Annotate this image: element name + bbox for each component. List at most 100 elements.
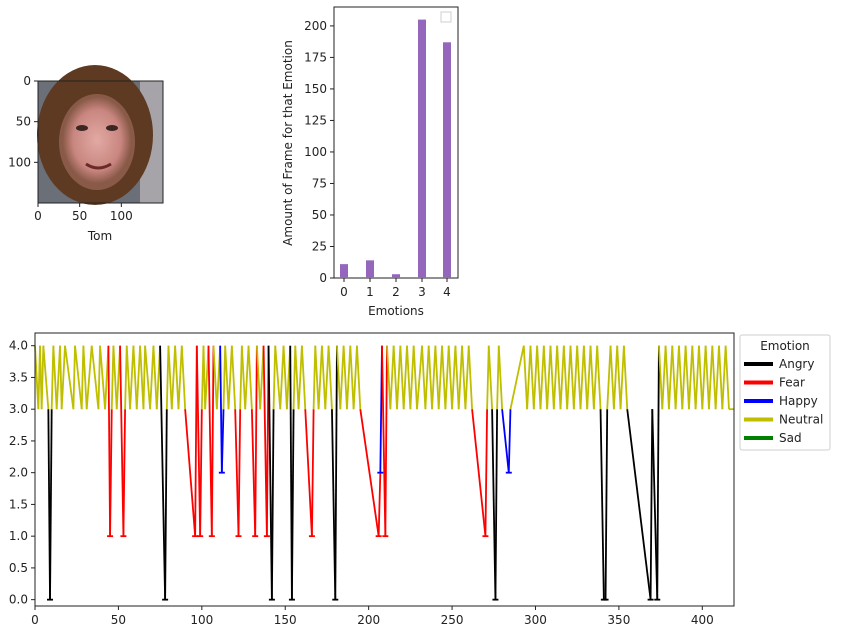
timeline-segment xyxy=(132,345,138,410)
timeline-segment xyxy=(174,345,180,410)
timeline-segment xyxy=(536,345,542,410)
timeline-segment xyxy=(656,345,660,600)
timeline-segment xyxy=(424,345,430,410)
timeline-segment xyxy=(464,345,470,410)
legend-label-angry: Angry xyxy=(779,357,814,371)
timeline-segment xyxy=(552,345,559,410)
timeline-segment xyxy=(49,409,53,600)
timeline-segment xyxy=(526,345,532,410)
timeline-segment xyxy=(497,345,504,410)
timeline-xtick-label: 250 xyxy=(441,613,464,627)
timeline-segment xyxy=(212,345,218,410)
timeline-segment xyxy=(589,345,595,410)
timeline-segment xyxy=(437,345,443,410)
timeline-segment xyxy=(142,345,147,410)
timeline-segment xyxy=(447,345,453,410)
timeline-segment xyxy=(336,345,342,410)
timeline-segment xyxy=(254,345,258,537)
timeline-segment xyxy=(149,345,155,410)
timeline-segment xyxy=(159,345,167,600)
timeline-segment xyxy=(549,345,555,410)
bar-ytick-label: 75 xyxy=(312,176,327,190)
timeline-segment xyxy=(701,345,707,410)
timeline-segment xyxy=(406,345,412,410)
face-image-panel: 0 50 100 0 50 100 Tom xyxy=(8,65,164,243)
timeline-segment xyxy=(274,345,282,410)
timeline-segment xyxy=(389,345,395,410)
bar-4 xyxy=(443,42,451,278)
timeline-segment xyxy=(451,345,457,410)
timeline-segment xyxy=(416,345,423,410)
timeline-segment xyxy=(704,345,710,410)
face-image-face xyxy=(59,94,135,190)
bar-3 xyxy=(418,19,426,279)
legend-label-sad: Sad xyxy=(779,431,802,445)
timeline-segment xyxy=(427,345,433,410)
bar-xtick-label: 3 xyxy=(418,285,426,299)
timeline-segment xyxy=(109,409,113,537)
timeline-segment xyxy=(167,345,173,410)
timeline-segment xyxy=(487,345,494,410)
bar-1 xyxy=(366,260,374,278)
timeline-segment xyxy=(619,345,625,410)
timeline-xtick-label: 400 xyxy=(691,613,714,627)
timeline-segment xyxy=(484,409,488,537)
timeline-segment xyxy=(177,345,183,410)
timeline-segment xyxy=(412,345,418,410)
timeline-segment xyxy=(626,409,652,600)
timeline-segment xyxy=(342,345,348,410)
timeline-segment xyxy=(294,345,300,410)
timeline-ytick-label: 2.5 xyxy=(9,434,28,448)
timeline-segment xyxy=(112,345,118,410)
timeline-segment xyxy=(244,345,250,410)
timeline-segment xyxy=(230,345,237,410)
bar-xtick-label: 1 xyxy=(366,285,374,299)
timeline-segment xyxy=(616,345,622,410)
timeline-segment xyxy=(684,345,690,410)
timeline-segment xyxy=(170,345,177,410)
timeline-segment xyxy=(237,409,242,537)
timeline-xtick-label: 150 xyxy=(274,613,297,627)
timeline-segment xyxy=(592,345,599,410)
timeline-segment xyxy=(434,345,440,410)
timeline-segment xyxy=(60,345,66,410)
timeline-segment xyxy=(144,345,152,410)
timeline-segment xyxy=(559,345,565,410)
timeline-segment xyxy=(129,345,135,410)
timeline-segment xyxy=(85,345,93,410)
timeline-segment xyxy=(324,345,330,410)
bar-chart-empty-legend xyxy=(440,11,452,23)
face-image-xtick-label: 50 xyxy=(72,209,87,223)
timeline-segment xyxy=(40,345,45,410)
timeline-segment xyxy=(195,345,202,537)
timeline-segment xyxy=(658,345,664,410)
timeline-segment xyxy=(718,345,724,410)
timeline-segment xyxy=(421,345,427,410)
timeline-segment xyxy=(694,345,700,410)
face-image-xlabel: Tom xyxy=(87,229,112,243)
timeline-segment xyxy=(671,345,677,410)
timeline-segment xyxy=(546,345,552,410)
timeline-segment xyxy=(688,345,694,410)
timeline-segment xyxy=(651,409,659,600)
timeline-segment xyxy=(576,345,582,410)
timeline-ytick-label: 1.5 xyxy=(9,497,28,511)
timeline-segment xyxy=(64,345,75,410)
timeline-segment xyxy=(402,345,408,410)
timeline-segment xyxy=(359,409,380,537)
timeline-segment xyxy=(42,345,50,410)
timeline-segment xyxy=(708,345,714,410)
timeline-segment xyxy=(314,345,320,410)
timeline-segment xyxy=(668,345,674,410)
bar-0 xyxy=(340,264,348,278)
timeline-segment xyxy=(711,345,717,410)
timeline-segment xyxy=(164,409,168,600)
timeline-segment xyxy=(240,345,247,410)
timeline-ytick-label: 2.0 xyxy=(9,466,28,480)
timeline-segment xyxy=(386,345,392,410)
timeline-segment xyxy=(714,345,720,410)
timeline-segment xyxy=(691,345,697,410)
bar-ytick-label: 150 xyxy=(304,82,327,96)
timeline-segment xyxy=(409,345,415,410)
timeline-segment xyxy=(681,345,687,410)
